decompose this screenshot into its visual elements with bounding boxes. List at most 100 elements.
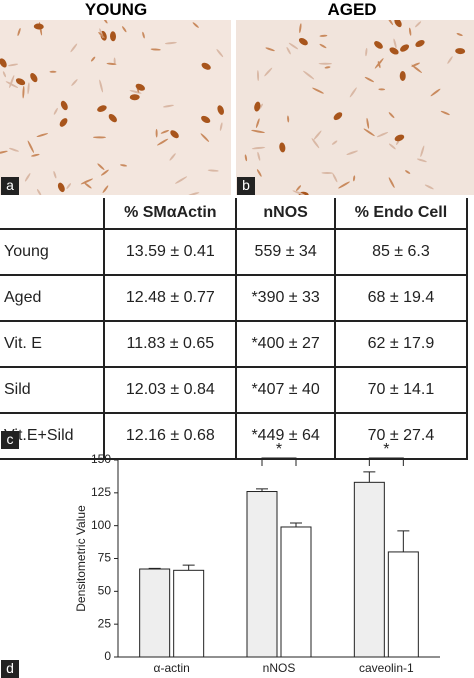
stain xyxy=(27,140,35,153)
stain xyxy=(349,87,357,98)
stain xyxy=(415,39,425,48)
bar xyxy=(353,481,385,658)
micrograph xyxy=(0,20,231,195)
bar-chart: 0 25 50 75 100 125 150 Densitometric Value α-act… xyxy=(74,441,440,675)
stain xyxy=(292,190,306,195)
stain xyxy=(405,170,411,174)
y-tick-label: 125 xyxy=(91,485,111,499)
stain xyxy=(353,175,356,182)
table-cell: 12.03 ± 0.84 xyxy=(103,366,238,414)
table-cell: Sild xyxy=(0,366,106,414)
stain xyxy=(363,128,375,137)
stain xyxy=(378,88,386,91)
stain xyxy=(257,70,260,82)
table-row: Aged 12.48 ± 0.77 *390 ± 33 68 ± 19.4 xyxy=(0,274,469,322)
stain xyxy=(331,140,338,145)
stain xyxy=(57,182,65,193)
stain xyxy=(311,138,320,149)
stain xyxy=(255,118,260,128)
stain xyxy=(394,134,405,142)
stain xyxy=(155,128,158,138)
significance-bracket xyxy=(368,457,404,466)
stain xyxy=(374,41,383,49)
stain xyxy=(170,130,179,139)
table-cell xyxy=(0,198,105,230)
stain xyxy=(365,47,368,57)
stain xyxy=(288,42,299,50)
stain xyxy=(303,70,315,80)
stain xyxy=(36,133,49,138)
stain xyxy=(103,20,108,24)
error-bar xyxy=(148,567,161,570)
stain xyxy=(265,47,275,52)
stain xyxy=(219,122,223,131)
stain xyxy=(119,164,128,167)
stain xyxy=(264,67,273,77)
stain xyxy=(393,38,397,49)
stain xyxy=(279,142,286,153)
table-cell: 12.16 ± 0.68 xyxy=(103,412,238,460)
stain xyxy=(150,48,161,51)
stain xyxy=(324,66,331,69)
stain xyxy=(90,56,96,62)
stain xyxy=(66,183,72,189)
data-table: % SMαActin nNOS% Endo Cell Young 13.59 ± 0.… xyxy=(0,198,469,460)
stain xyxy=(169,153,176,161)
error-bar xyxy=(397,530,410,552)
panel-label: d xyxy=(1,660,19,678)
stain xyxy=(84,182,92,189)
stain xyxy=(430,88,441,97)
table-cell: % SMαActin xyxy=(103,198,238,230)
stain xyxy=(8,63,19,67)
stain xyxy=(376,132,389,138)
table-cell: 85 ± 6.3 xyxy=(333,228,469,276)
stain xyxy=(389,47,399,55)
panel-title: YOUNG xyxy=(84,0,148,19)
stain xyxy=(207,169,219,172)
stain xyxy=(257,151,261,161)
stain xyxy=(386,20,394,26)
y-tick-label: 100 xyxy=(91,518,111,532)
stain xyxy=(0,58,7,68)
error-bar xyxy=(182,564,195,571)
panel-label: b xyxy=(237,177,255,195)
stain xyxy=(108,114,117,123)
stain xyxy=(388,177,395,188)
stain xyxy=(160,129,170,134)
stain xyxy=(346,150,358,155)
bar xyxy=(280,526,312,658)
stain xyxy=(110,31,117,42)
stain xyxy=(113,57,116,65)
table-cell: 11.83 ± 0.65 xyxy=(103,320,238,368)
stain xyxy=(332,173,338,183)
stain xyxy=(102,185,109,194)
stain xyxy=(8,147,19,152)
stain xyxy=(298,37,308,46)
table-cell: 68 ± 19.4 xyxy=(333,274,469,322)
bar xyxy=(173,569,205,658)
stain xyxy=(388,112,395,119)
table-cell: *400 ± 27 xyxy=(235,320,336,368)
y-tick-label: 0 xyxy=(104,649,111,663)
y-axis-label: Densitometric Value xyxy=(74,505,88,612)
panel-title: AGED xyxy=(327,0,377,19)
header-row: % SMαActin nNOS% Endo Cell xyxy=(0,198,469,230)
stain xyxy=(37,189,42,195)
table-cell: 12.48 ± 0.77 xyxy=(103,274,238,322)
x-tick-label: nNOS xyxy=(263,661,296,675)
table-row: Sild 12.03 ± 0.84 *407 ± 40 70 ± 14.1 xyxy=(0,366,469,414)
y-tick-label: 75 xyxy=(98,551,112,565)
panel-label: c xyxy=(1,431,19,449)
stain xyxy=(217,105,224,115)
error-bar xyxy=(290,522,302,527)
stain xyxy=(24,173,31,182)
stain xyxy=(400,44,410,52)
stain xyxy=(164,41,177,45)
stain xyxy=(192,22,199,28)
stain xyxy=(101,169,109,176)
stain xyxy=(313,130,322,140)
stain xyxy=(22,85,25,99)
table-cell: *390 ± 33 xyxy=(235,274,336,322)
annotation: * xyxy=(383,441,389,458)
